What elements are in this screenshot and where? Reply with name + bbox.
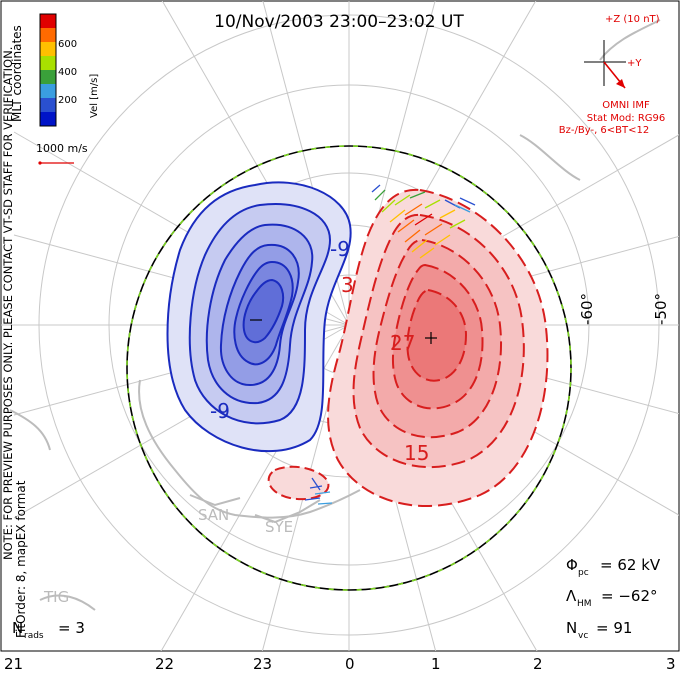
imf-conditions: Bz-/By-, 6<BT<12 <box>559 125 649 136</box>
colorbar-segment <box>40 28 56 43</box>
contour-label-pos-2: 27 <box>390 331 415 355</box>
phi-symbol: Φ <box>566 556 578 574</box>
colorbar-tick-200: 200 <box>58 95 77 106</box>
stat-lambda-hm: Λ HM = −62° <box>566 587 658 609</box>
colorbar-segment <box>40 70 56 85</box>
lambda-value: = −62° <box>601 587 658 605</box>
mlt-label-21: 21 <box>4 655 23 673</box>
nvc-value: = 91 <box>596 619 632 637</box>
imf-model: Stat Mod: RG96 <box>587 113 666 124</box>
colorbar-tick-400: 400 <box>58 67 77 78</box>
grid <box>1 1 679 651</box>
mlt-label-1: 1 <box>431 655 441 673</box>
plot-frame <box>0 0 680 652</box>
nvc-subscript: vc <box>578 631 588 641</box>
station-sye: SYE <box>265 518 293 536</box>
colorbar-segment <box>40 42 56 57</box>
preview-watermark: NOTE: FOR PREVIEW PURPOSES ONLY. PLEASE … <box>1 47 15 560</box>
hm-boundary-green <box>126 145 572 591</box>
stat-phi-pc: Φ pc = 62 kV <box>566 556 661 578</box>
colorbar-segment <box>40 14 56 29</box>
velocity-vectors <box>304 184 476 505</box>
mlt-label-23: 23 <box>253 655 272 673</box>
station-san: SAN <box>198 506 229 524</box>
mlt-label-22: 22 <box>155 655 174 673</box>
colorbar-border <box>39 13 57 127</box>
positive-cell <box>267 188 549 507</box>
imf-scale-label: +Z (10 nT) <box>605 14 660 25</box>
contour-label-neg-1: -9 <box>330 237 350 261</box>
colorbar-segment <box>40 112 56 127</box>
contour-label-neg-2: -9 <box>210 399 230 423</box>
imf-source: OMNI IMF <box>602 100 650 111</box>
lat-label-60: -60° <box>578 293 596 325</box>
lambda-symbol: Λ <box>566 587 577 605</box>
speed-reference-dot <box>38 161 42 165</box>
velocity-colorbar <box>39 13 57 127</box>
mlt-label-2: 2 <box>533 655 543 673</box>
stat-nrads: N rads = 3 <box>12 619 85 641</box>
nrads-symbol: N <box>12 619 23 637</box>
imf-clock <box>584 40 626 89</box>
imf-arrow-head <box>616 79 625 88</box>
coords-label: MLT coordinates <box>10 25 24 122</box>
lat-label-50: -50° <box>652 293 670 325</box>
coastline <box>9 19 661 611</box>
colorbar-segment <box>40 56 56 71</box>
nrads-subscript: rads <box>24 631 44 641</box>
phi-subscript: pc <box>578 568 589 578</box>
mlt-label-0: 0 <box>345 655 355 673</box>
station-tig: TIG <box>43 588 69 606</box>
nrads-value: = 3 <box>58 619 85 637</box>
colorbar-segment <box>40 98 56 113</box>
colorbar-label: Vel [m/s] <box>89 74 100 118</box>
imf-y-label: +Y <box>627 58 642 69</box>
stat-nvc: N vc = 91 <box>566 619 632 641</box>
contour-label-pos-1: 3 <box>341 273 354 297</box>
nvc-symbol: N <box>566 619 577 637</box>
map-title: 10/Nov/2003 23:00–23:02 UT <box>214 12 464 32</box>
contour-label-pos-3: 15 <box>404 441 429 465</box>
colorbar-tick-600: 600 <box>58 39 77 50</box>
fit-order-note: FitOrder: 8, mapEX format <box>14 480 28 638</box>
phi-value: = 62 kV <box>600 556 661 574</box>
colorbar-segment <box>40 84 56 99</box>
speed-reference-label: 1000 m/s <box>36 142 88 155</box>
mlt-label-3: 3 <box>666 655 676 673</box>
negative-cell <box>166 181 352 453</box>
lambda-subscript: HM <box>577 599 592 609</box>
